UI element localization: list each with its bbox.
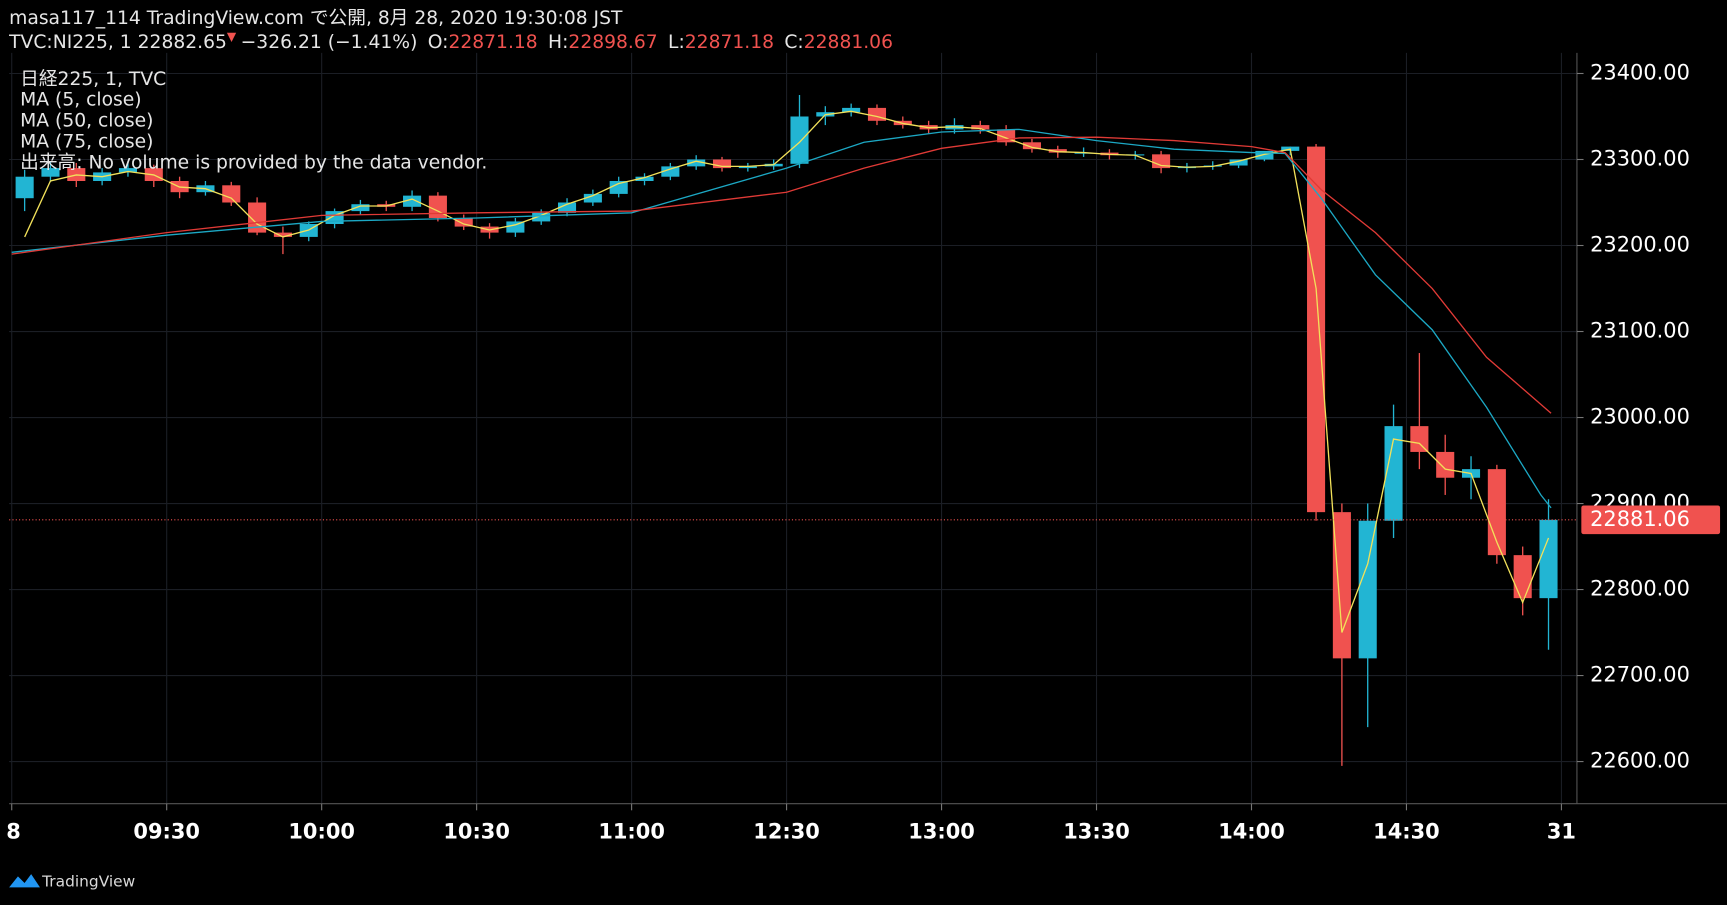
- symbol-line: TVC:NI225, 1 22882.65▼ −326.21 (−1.41%) O…: [8, 29, 893, 53]
- c-label: C:: [784, 31, 803, 52]
- candle-body: [454, 217, 473, 227]
- change: −326.21 (−1.41%): [241, 31, 418, 52]
- candle-body: [609, 181, 628, 194]
- y-tick-label: 23100.00: [1590, 319, 1690, 343]
- instrument-legend: 日経225, 1, TVC: [20, 69, 166, 90]
- candle-body: [738, 166, 757, 169]
- candle-body: [248, 202, 267, 233]
- candle-body: [1513, 555, 1532, 599]
- candle-body: [351, 204, 370, 212]
- grid: [9, 52, 1577, 804]
- volume-note: 出来高: No volume is provided by the data v…: [20, 152, 487, 173]
- legend-entry: MA (5, close): [20, 90, 141, 111]
- candle-body: [1410, 426, 1429, 452]
- last-price-box: [1581, 505, 1721, 535]
- candle-body: [273, 232, 292, 237]
- x-tick-label: 13:30: [1063, 819, 1130, 843]
- candle-body: [1332, 512, 1351, 659]
- candle-body: [15, 176, 34, 199]
- y-tick-label: 22600.00: [1590, 749, 1690, 773]
- ma-line: [24, 110, 1550, 633]
- candle-body: [1358, 520, 1377, 659]
- candle-body: [428, 195, 447, 218]
- l-label: L:: [668, 31, 685, 52]
- h-label: H:: [548, 31, 568, 52]
- candle-body: [661, 166, 680, 177]
- y-tick-label: 22800.00: [1590, 577, 1690, 601]
- legend-entry: MA (50, close): [20, 111, 153, 132]
- candle-body: [790, 116, 809, 164]
- y-tick-label: 23400.00: [1590, 60, 1690, 84]
- x-tick-label: 09:30: [133, 819, 200, 843]
- y-tick-label: 22700.00: [1590, 663, 1690, 687]
- candle-body: [1229, 159, 1248, 166]
- ma-line: [11, 136, 1552, 414]
- plot: [9, 94, 1577, 766]
- y-tick-label: 23300.00: [1590, 146, 1690, 170]
- legend-entry: MA (75, close): [20, 132, 153, 153]
- y-tick-label: 23000.00: [1590, 405, 1690, 429]
- candle-body: [1048, 149, 1067, 153]
- candle-body: [41, 168, 60, 177]
- candle-body: [635, 176, 654, 182]
- candle-body: [118, 168, 137, 173]
- candle-body: [1307, 146, 1326, 513]
- candle-body: [1539, 519, 1558, 599]
- x-tick-label: 13:00: [908, 819, 975, 843]
- candle-body: [583, 193, 602, 203]
- x-tick-label: 14:00: [1218, 819, 1285, 843]
- candle-body: [712, 159, 732, 169]
- candle-body: [842, 107, 861, 113]
- watermark-text: TradingView: [41, 872, 135, 890]
- watermark: TradingView: [9, 872, 135, 890]
- x-tick-label: 14:30: [1373, 819, 1440, 843]
- h-value: 22898.67: [568, 31, 657, 52]
- axes: 22600.0022700.0022800.0022900.0023000.00…: [6, 60, 1721, 843]
- candle-body: [506, 221, 525, 233]
- candle-body: [1384, 426, 1403, 521]
- down-arrow: ▼: [227, 29, 237, 43]
- candle-body: [403, 195, 422, 207]
- y-tick-label: 23200.00: [1590, 233, 1690, 257]
- candle-body: [1436, 451, 1455, 478]
- candle-body: [532, 212, 551, 222]
- last-price-label: 22881.06: [1590, 507, 1690, 531]
- o-label: O:: [428, 31, 449, 52]
- candle-body: [222, 185, 241, 203]
- ma-line: [11, 128, 1552, 509]
- x-tick-label: 10:30: [443, 819, 510, 843]
- candle-body: [971, 125, 990, 130]
- candle-body: [687, 159, 706, 167]
- x-tick-label: 12:30: [753, 819, 820, 843]
- candle-body: [1152, 154, 1171, 169]
- symbol: TVC:NI225, 1 22882.65: [8, 31, 227, 52]
- x-tick-label: 31: [1547, 819, 1576, 843]
- candle-body: [1255, 150, 1274, 160]
- candle-body: [557, 202, 577, 213]
- o-value: 22871.18: [448, 31, 537, 52]
- c-value: 22881.06: [804, 31, 893, 52]
- x-tick-label: 11:00: [598, 819, 665, 843]
- x-tick-label: 8: [6, 819, 21, 843]
- candle-body: [1022, 142, 1041, 150]
- candle-body: [1487, 469, 1506, 556]
- x-tick-label: 10:00: [288, 819, 355, 843]
- publish-info: masa117_114 TradingView.com で公開, 8月 28, …: [9, 8, 623, 29]
- l-value: 22871.18: [685, 31, 774, 52]
- logo: [9, 874, 40, 888]
